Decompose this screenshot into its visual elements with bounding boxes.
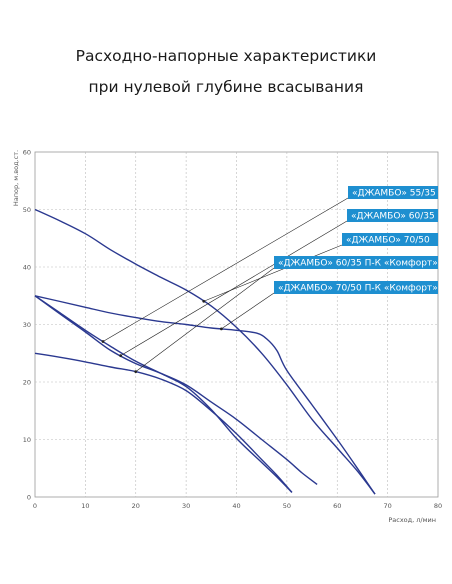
series-label-4: «ДЖАМБО» 60/35 П-К «Комфорт»	[278, 259, 438, 269]
series-labels: «ДЖАМБО» 55/35 «ДЖАМБО» 60/35 «ДЖАМБО» 70/…	[274, 186, 438, 294]
series-label-box-4	[274, 256, 438, 269]
x-tick-label: 60	[333, 502, 341, 510]
series-line-1	[34, 295, 293, 493]
y-tick-label: 0	[27, 494, 31, 502]
x-axis-label: Расход, л/мин	[388, 516, 436, 524]
leader-lines	[101, 197, 349, 374]
y-tick-label: 30	[23, 321, 31, 329]
leader-dot-5	[219, 327, 223, 331]
series-line-4	[34, 352, 293, 493]
leader-dot-1	[101, 340, 105, 343]
x-tick-label: 70	[383, 502, 391, 510]
series-label-3: «ДЖАМБО» 70/50	[346, 236, 430, 246]
leader-dot-4	[134, 370, 138, 374]
series-label-box-1	[348, 186, 438, 199]
leader-line-3	[203, 244, 343, 302]
grid-lines	[35, 152, 438, 497]
x-tick-label: 30	[182, 502, 190, 510]
x-tick-label: 0	[33, 502, 37, 510]
series-label-box-5	[274, 281, 438, 294]
leader-dot-2	[119, 354, 123, 358]
y-tick-label: 10	[23, 436, 31, 444]
leader-line-1	[102, 197, 349, 342]
series-line-2	[34, 295, 318, 485]
series-label-box-3	[342, 233, 438, 246]
chart-title-line-2: при нулевой глубине всасывания	[88, 78, 364, 96]
leader-line-4	[135, 267, 275, 372]
x-tick-label: 80	[434, 502, 442, 510]
y-tick-label: 20	[23, 379, 31, 387]
y-tick-label: 50	[23, 206, 31, 214]
x-tick-label: 20	[132, 502, 140, 510]
chart-title-line-1: Расходно-напорные характеристики	[75, 47, 377, 65]
series-line-3	[34, 208, 376, 495]
x-tick-label: 50	[283, 502, 291, 510]
y-tick-label: 60	[23, 149, 31, 157]
series-line-5	[34, 295, 376, 495]
series-label-2: «ДЖАМБО» 60/35	[351, 212, 435, 222]
y-axis-label: Напор, м.вод.ст.	[12, 150, 20, 206]
leader-line-2	[120, 220, 348, 356]
series-label-box-2	[347, 209, 438, 222]
tick-labels: 0 10 20 30 40 50 60 70 80 0 10 20 30 40 50 60	[23, 149, 442, 511]
x-tick-label: 40	[232, 502, 240, 510]
leader-line-5	[221, 292, 275, 330]
series-label-5: «ДЖАМБО» 70/50 П-К «Комфорт»	[278, 284, 438, 294]
series-curves	[34, 208, 376, 495]
x-tick-label: 10	[81, 502, 89, 510]
y-tick-label: 40	[23, 264, 31, 272]
leader-dot-3	[202, 299, 206, 303]
series-label-1: «ДЖАМБО» 55/35	[352, 189, 436, 199]
